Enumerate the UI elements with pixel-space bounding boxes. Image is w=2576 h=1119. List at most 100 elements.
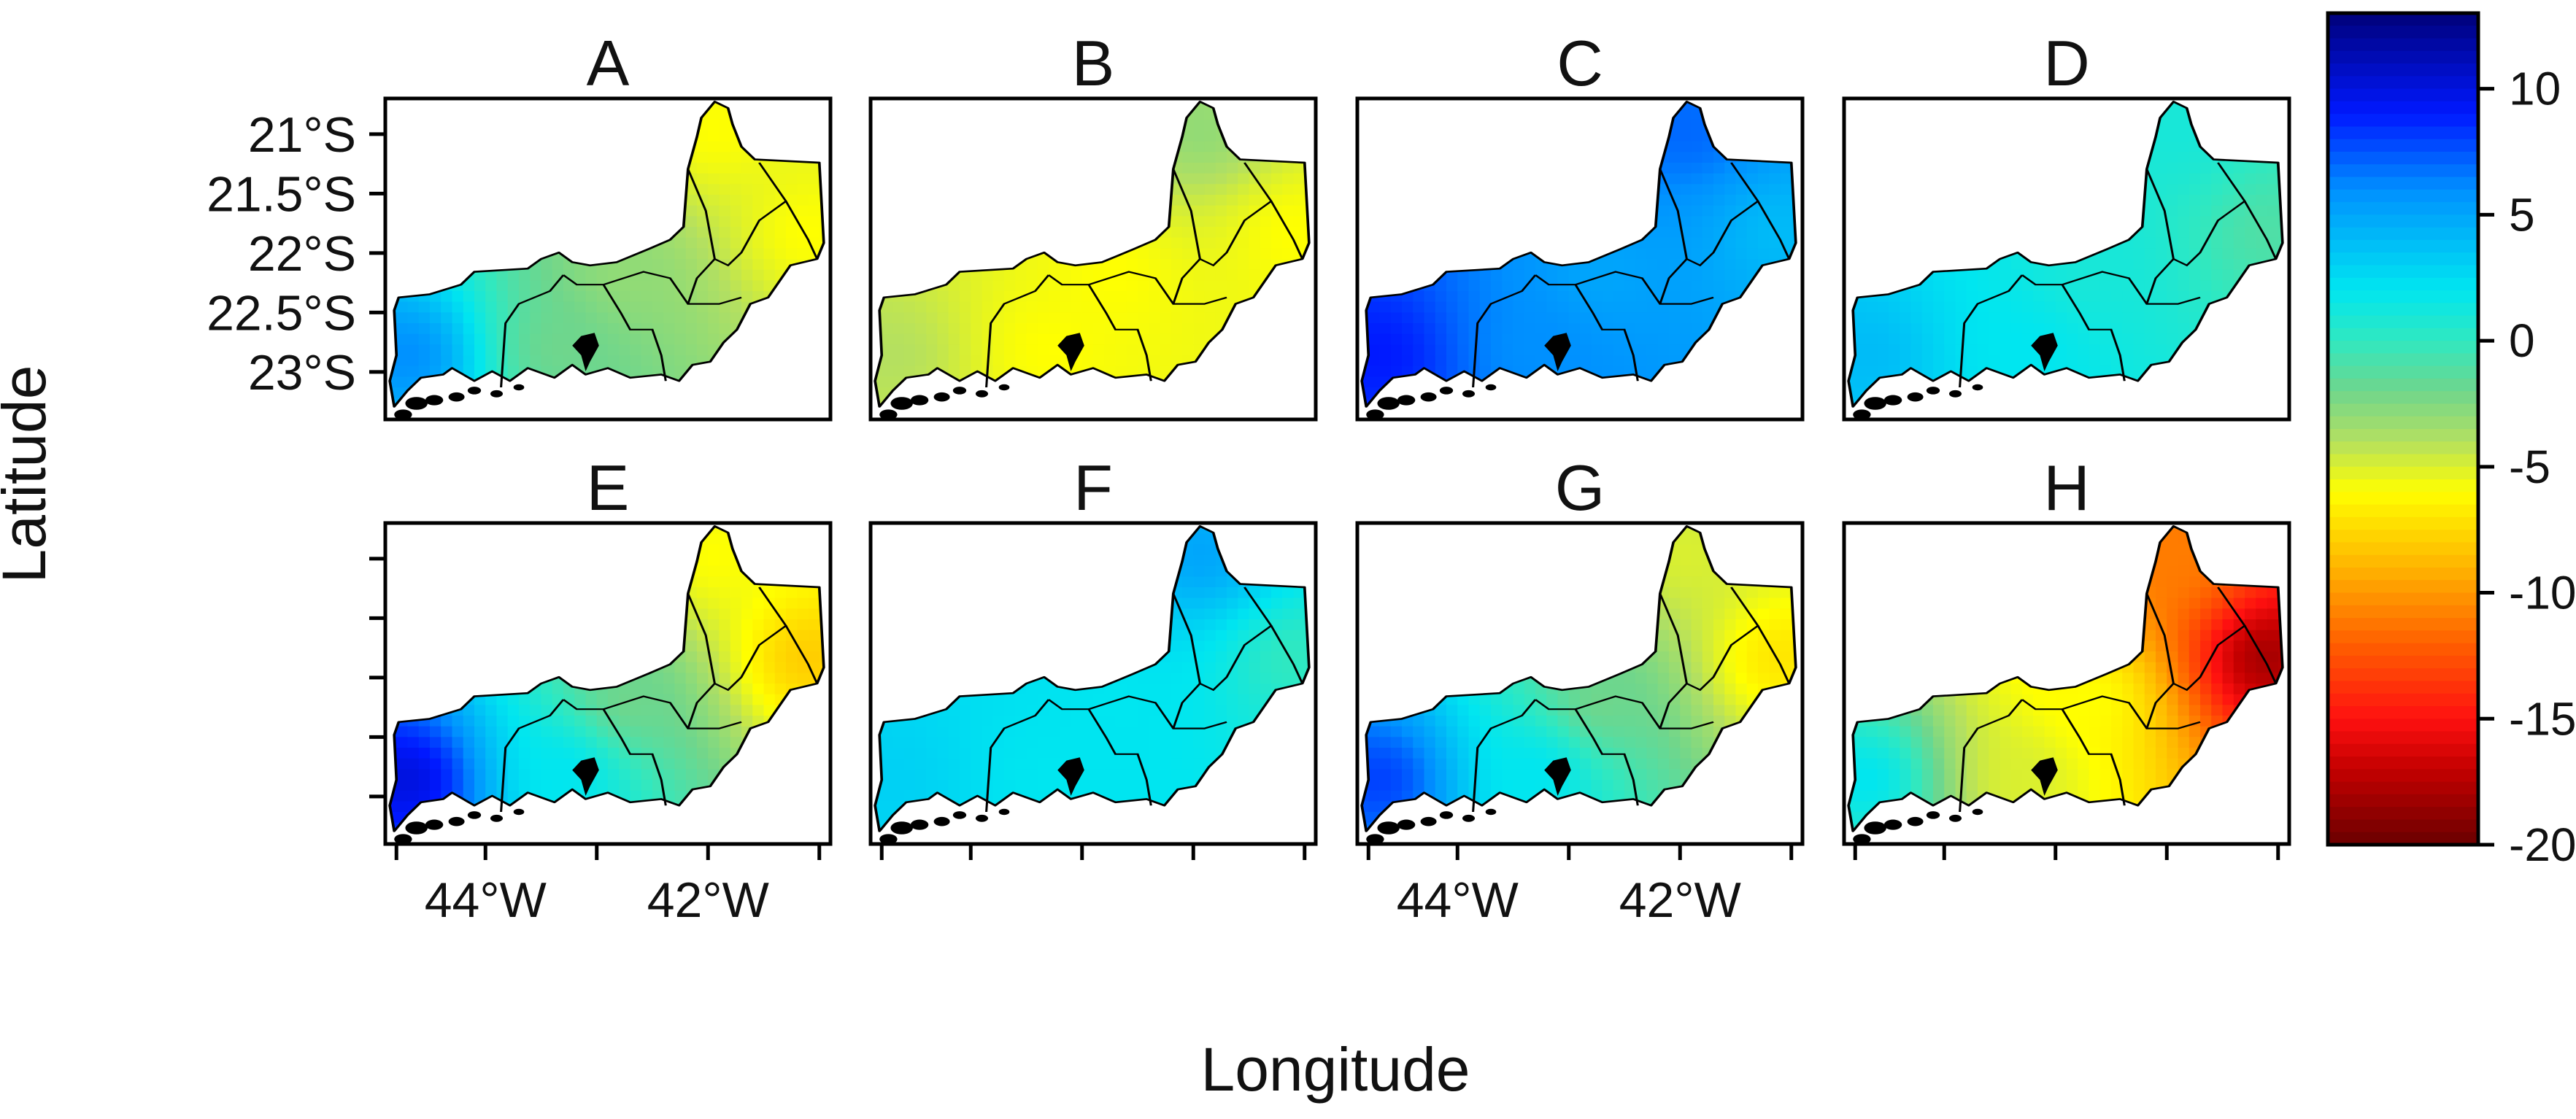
region-boundary (603, 695, 742, 729)
island (1366, 409, 1384, 420)
state-boundary (1360, 525, 1797, 832)
x-tick-label: 42°W (647, 872, 769, 928)
island (998, 384, 1010, 391)
region-boundary (1472, 699, 1537, 813)
value-field (875, 526, 1309, 832)
region-boundary (1659, 258, 1688, 304)
region-boundary (1575, 695, 1714, 729)
colorbar-tick-label: -15 (2509, 692, 2576, 745)
colorbar-band (2328, 618, 2478, 632)
region-boundary (1172, 258, 1201, 304)
colorbar-band (2328, 328, 2478, 342)
colorbar-band (2328, 189, 2478, 204)
map-panel-f: F (868, 452, 1318, 846)
colorbar-band (2328, 504, 2478, 518)
colorbar-band (2328, 592, 2478, 606)
region-boundary (2145, 586, 2246, 692)
region-boundary (1047, 274, 1152, 382)
colorbar-tick-label: 10 (2509, 63, 2561, 115)
region-boundary (2145, 162, 2246, 267)
colorbar-band (2328, 13, 2478, 27)
colorbar-band (2328, 290, 2478, 304)
value-field (1848, 101, 2283, 407)
island (490, 390, 504, 398)
colorbar-band (2328, 252, 2478, 266)
colorbar-band (2328, 807, 2478, 821)
panel-frame (1842, 96, 2291, 422)
colorbar-band (2328, 429, 2478, 443)
island (998, 808, 1010, 816)
island (975, 814, 989, 822)
island (467, 387, 482, 395)
map-panel-a: A (383, 27, 833, 422)
region-boundary (687, 162, 787, 267)
island (1948, 390, 1962, 398)
island (1972, 384, 1983, 391)
value-field (390, 101, 824, 407)
island (933, 816, 950, 826)
colorbar-band (2328, 76, 2478, 90)
colorbar-band (2328, 466, 2478, 481)
island (1864, 821, 1886, 835)
x-tick-label: 44°W (1397, 872, 1519, 928)
colorbar-band (2328, 152, 2478, 166)
map-panel-h: H (1842, 452, 2291, 846)
island (1366, 834, 1384, 845)
island (952, 811, 967, 819)
colorbar-band (2328, 303, 2478, 317)
state-boundary (1847, 101, 2284, 408)
colorbar-band (2328, 454, 2478, 468)
island (1926, 811, 1940, 819)
colorbar-band (2328, 202, 2478, 216)
region-boundary (687, 586, 787, 692)
colorbar-tick-label: 5 (2509, 188, 2535, 241)
colorbar-band (2328, 38, 2478, 52)
island (879, 409, 898, 420)
panel-title: H (2043, 452, 2090, 524)
island (405, 397, 428, 410)
region-boundary (1172, 683, 1201, 729)
y-axis-title: Latitude (0, 365, 58, 584)
panel-frame (868, 521, 1318, 846)
colorbar-band (2328, 214, 2478, 228)
colorbar-band (2328, 227, 2478, 241)
region-boundary (1472, 274, 1537, 388)
colorbar-band (2328, 655, 2478, 670)
island (1397, 819, 1416, 830)
colorbar-band (2328, 781, 2478, 795)
region-boundary (687, 683, 716, 729)
colorbar-band (2328, 101, 2478, 115)
region-boundary (784, 625, 819, 684)
island (1926, 387, 1940, 395)
bay (1544, 333, 1571, 371)
panel-title: E (587, 452, 630, 524)
region-map (1847, 101, 2284, 420)
colorbar-band (2328, 341, 2478, 355)
island (1907, 392, 1924, 402)
region-boundary (562, 699, 667, 806)
bay (2031, 333, 2058, 371)
bay (1057, 757, 1084, 796)
y-axis: 21°S21.5°S22°S22.5°S23°S (207, 107, 385, 799)
colorbar-band (2328, 26, 2478, 39)
island (1420, 392, 1437, 402)
state-boundary (388, 525, 825, 832)
island (1853, 834, 1871, 845)
map-panel-e: E (383, 452, 833, 846)
island (448, 816, 465, 826)
map-panel-g: G (1355, 452, 1805, 846)
region-boundary (1534, 699, 1639, 806)
island (1972, 808, 1983, 816)
region-boundary (1270, 201, 1304, 260)
colorbar-band (2328, 88, 2478, 102)
colorbar-band (2328, 819, 2478, 833)
bay (1544, 757, 1571, 796)
island (1462, 814, 1476, 822)
region-boundary (500, 699, 565, 813)
y-tick-label: 22.5°S (207, 285, 356, 341)
region-map (1360, 525, 1797, 845)
y-tick-label: 21.5°S (207, 166, 356, 222)
region-map (874, 101, 1311, 420)
island (1377, 397, 1400, 410)
